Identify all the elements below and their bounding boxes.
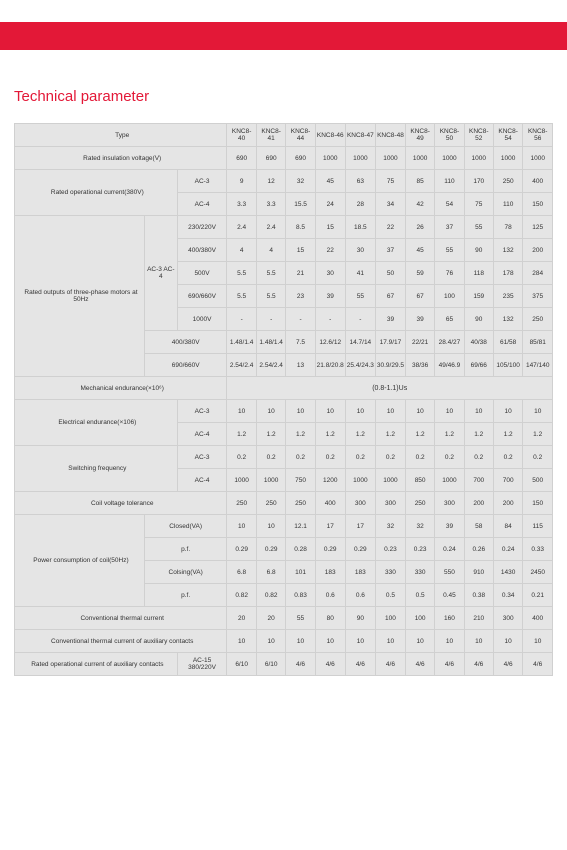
header-row: Type KNC8-40KNC8-41KNC8-44KNC8-46KNC8-47… bbox=[15, 124, 553, 147]
spec-table: Type KNC8-40KNC8-41KNC8-44KNC8-46KNC8-47… bbox=[14, 123, 553, 676]
type-label: Type bbox=[15, 124, 227, 147]
header-bar bbox=[0, 22, 567, 50]
page-title: Technical parameter bbox=[14, 88, 553, 105]
